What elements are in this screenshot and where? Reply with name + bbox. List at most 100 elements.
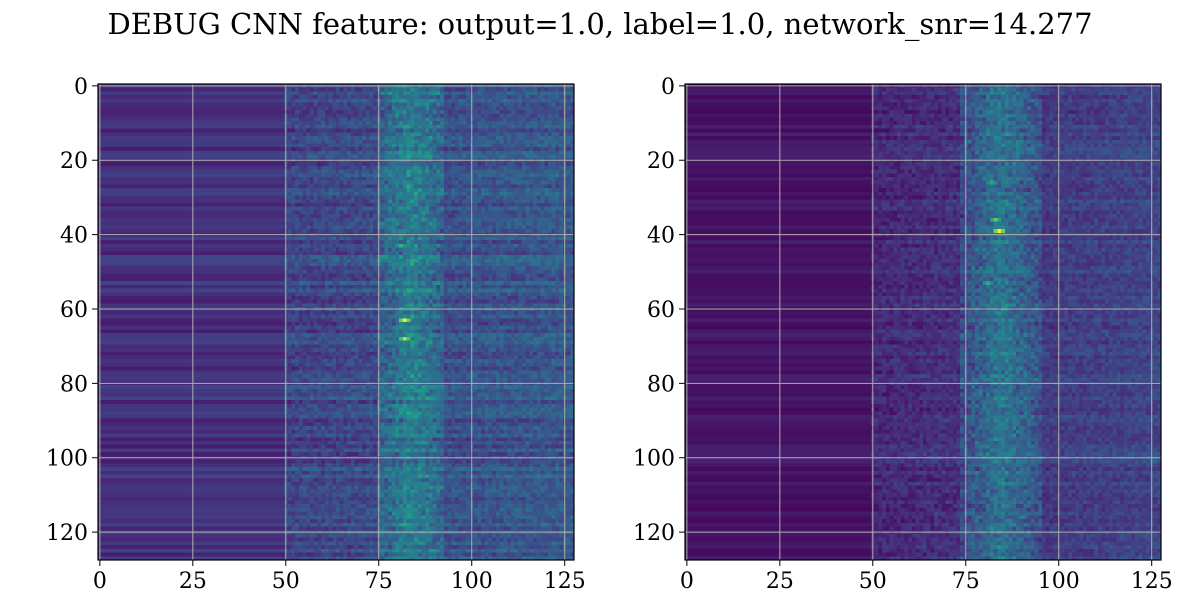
heatmap-cell (239, 147, 244, 152)
heatmap-cell (529, 173, 534, 178)
heatmap-cell (220, 214, 225, 219)
heatmap-cell (172, 154, 177, 159)
heatmap-cell (213, 221, 218, 226)
heatmap-cell (570, 98, 575, 103)
heatmap-cell (127, 95, 132, 100)
heatmap-cell (544, 162, 549, 167)
heatmap-cell (365, 214, 370, 219)
heatmap-cell (124, 143, 129, 148)
heatmap-cell (339, 176, 344, 181)
heatmap-cell (570, 169, 575, 174)
heatmap-cell (533, 184, 538, 189)
heatmap-cell (287, 147, 292, 152)
heatmap-cell (458, 217, 463, 222)
heatmap-cell (533, 173, 538, 178)
heatmap-cell (257, 162, 262, 167)
heatmap-cell (447, 139, 452, 144)
heatmap-cell (101, 165, 106, 170)
heatmap-cell (309, 203, 314, 208)
heatmap-cell (328, 165, 333, 170)
heatmap-cell (492, 180, 497, 185)
heatmap-cell (358, 203, 363, 208)
heatmap-cell (321, 102, 326, 107)
heatmap-cell (492, 206, 497, 211)
heatmap-cell (291, 124, 296, 129)
heatmap-cell (432, 169, 437, 174)
heatmap-cell (544, 169, 549, 174)
heatmap-cell (540, 139, 545, 144)
heatmap-cell (306, 203, 311, 208)
heatmap-cell (510, 128, 515, 133)
heatmap-cell (257, 180, 262, 185)
heatmap-cell (495, 225, 500, 230)
heatmap-cell (272, 143, 277, 148)
heatmap-cell (358, 176, 363, 181)
heatmap-cell (507, 165, 512, 170)
heatmap-cell (161, 143, 166, 148)
heatmap-cell (514, 165, 519, 170)
heatmap-cell (510, 132, 515, 137)
heatmap-cell (354, 124, 359, 129)
heatmap-cell (287, 102, 292, 107)
heatmap-cell (510, 176, 515, 181)
heatmap-cell (514, 214, 519, 219)
heatmap-cell (362, 191, 367, 196)
heatmap-cell (462, 98, 467, 103)
heatmap-cell (384, 199, 389, 204)
heatmap-cell (481, 195, 486, 200)
heatmap-cell (362, 184, 367, 189)
heatmap-cell (194, 154, 199, 159)
heatmap-cell (547, 199, 552, 204)
heatmap-cell (120, 176, 125, 181)
heatmap-cell (521, 206, 526, 211)
heatmap-cell (458, 113, 463, 118)
heatmap-cell (399, 136, 404, 141)
heatmap-cell (343, 221, 348, 226)
heatmap-cell (447, 98, 452, 103)
heatmap-cell (443, 95, 448, 100)
heatmap-cell (540, 113, 545, 118)
heatmap-cell (120, 225, 125, 230)
heatmap-cell (443, 184, 448, 189)
heatmap-cell (495, 121, 500, 126)
heatmap-cell (492, 121, 497, 126)
heatmap-cell (302, 176, 307, 181)
heatmap-cell (209, 199, 214, 204)
heatmap-cell (239, 203, 244, 208)
heatmap-cell (179, 173, 184, 178)
heatmap-cell (205, 128, 210, 133)
heatmap-cell (373, 176, 378, 181)
heatmap-cell (231, 221, 236, 226)
heatmap-cell (521, 176, 526, 181)
heatmap-cell (295, 162, 300, 167)
heatmap-cell (124, 106, 129, 111)
heatmap-cell (369, 95, 374, 100)
heatmap-cell (135, 225, 140, 230)
heatmap-cell (566, 195, 571, 200)
heatmap-cell (228, 87, 233, 92)
heatmap-cell (473, 113, 478, 118)
heatmap-cell (321, 203, 326, 208)
heatmap-cell (120, 150, 125, 155)
heatmap-cell (280, 124, 285, 129)
heatmap-cell (298, 173, 303, 178)
heatmap-cell (455, 98, 460, 103)
heatmap-cell (510, 150, 515, 155)
heatmap-cell (529, 150, 534, 155)
heatmap-cell (309, 128, 314, 133)
heatmap-cell (224, 150, 229, 155)
heatmap-cell (380, 165, 385, 170)
heatmap-cell (544, 102, 549, 107)
heatmap-cell (164, 169, 169, 174)
heatmap-cell (321, 225, 326, 230)
heatmap-cell (369, 136, 374, 141)
heatmap-cell (202, 199, 207, 204)
heatmap-cell (161, 217, 166, 222)
heatmap-cell (559, 87, 564, 92)
heatmap-cell (205, 188, 210, 193)
heatmap-cell (551, 221, 556, 226)
heatmap-cell (414, 95, 419, 100)
heatmap-cell (254, 203, 259, 208)
heatmap-cell (551, 169, 556, 174)
heatmap-cell (228, 110, 233, 115)
